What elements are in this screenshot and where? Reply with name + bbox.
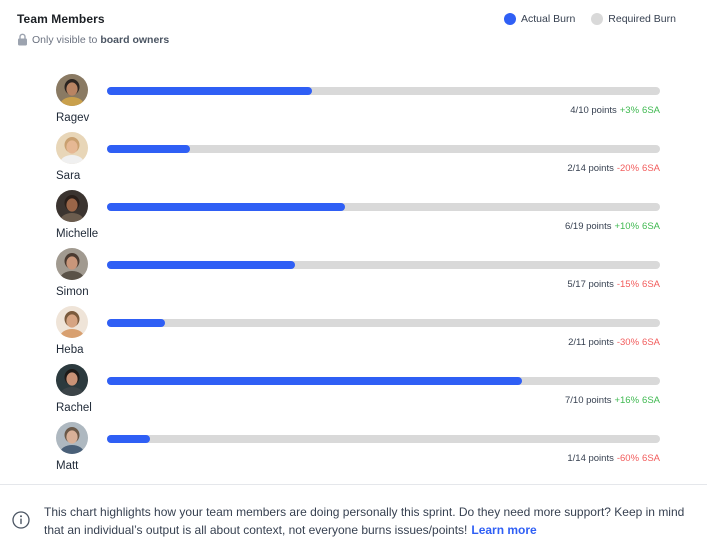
unit-label: 6SA bbox=[642, 337, 660, 348]
member-stats: 2/14 points -20% 6SA bbox=[567, 163, 660, 174]
actual-burn-bar bbox=[107, 87, 312, 95]
lock-icon bbox=[18, 33, 27, 46]
actual-burn-bar bbox=[107, 145, 190, 153]
avatar-michelle bbox=[56, 190, 88, 222]
footer-text: This chart highlights how your team memb… bbox=[44, 503, 689, 539]
unit-label: 6SA bbox=[642, 453, 660, 464]
required-burn-bar bbox=[107, 203, 660, 211]
member-row: Sara 2/14 points -20% 6SA bbox=[0, 130, 707, 188]
required-burn-bar bbox=[107, 87, 660, 95]
learn-more-link[interactable]: Learn more bbox=[471, 523, 537, 537]
info-icon bbox=[12, 511, 30, 529]
avatar-sara bbox=[56, 132, 88, 164]
legend-item-required: Required Burn bbox=[591, 13, 676, 25]
points-label: 2/14 points bbox=[567, 163, 614, 174]
unit-label: 6SA bbox=[642, 105, 660, 116]
member-row: Heba 2/11 points -30% 6SA bbox=[0, 304, 707, 362]
member-stats: 4/10 points +3% 6SA bbox=[570, 105, 660, 116]
points-label: 5/17 points bbox=[567, 279, 614, 290]
member-stats: 6/19 points +10% 6SA bbox=[565, 221, 660, 232]
actual-burn-bar bbox=[107, 261, 296, 269]
actual-burn-bar bbox=[107, 377, 522, 385]
member-row: Ragev 4/10 points +3% 6SA bbox=[0, 72, 707, 130]
actual-burn-bar bbox=[107, 435, 151, 443]
legend-label-actual: Actual Burn bbox=[521, 13, 576, 25]
member-row: Simon 5/17 points -15% 6SA bbox=[0, 246, 707, 304]
avatar-heba bbox=[56, 306, 88, 338]
points-label: 1/14 points bbox=[567, 453, 614, 464]
legend-item-actual: Actual Burn bbox=[504, 13, 575, 25]
actual-burn-bar bbox=[107, 203, 345, 211]
required-burn-bar bbox=[107, 145, 660, 153]
info-footer: This chart highlights how your team memb… bbox=[0, 485, 707, 553]
member-name: Sara bbox=[56, 170, 81, 182]
delta-label: -60% bbox=[616, 453, 640, 464]
required-burn-bar bbox=[107, 435, 660, 443]
visibility-emphasis: board owners bbox=[100, 33, 170, 46]
member-name: Simon bbox=[56, 286, 89, 298]
member-name: Rachel bbox=[56, 402, 92, 414]
legend-dot-actual bbox=[504, 13, 516, 25]
footer-message: This chart highlights how your team memb… bbox=[44, 505, 685, 537]
delta-label: -15% bbox=[616, 279, 640, 290]
delta-label: +10% bbox=[614, 221, 640, 232]
member-name: Heba bbox=[56, 344, 84, 356]
member-name: Michelle bbox=[56, 228, 99, 240]
member-stats: 2/11 points -30% 6SA bbox=[568, 337, 660, 348]
actual-burn-bar bbox=[107, 319, 166, 327]
member-stats: 5/17 points -15% 6SA bbox=[567, 279, 660, 290]
points-label: 4/10 points bbox=[570, 105, 617, 116]
delta-label: -20% bbox=[616, 163, 640, 174]
legend: Actual Burn Required Burn bbox=[488, 13, 676, 25]
visibility-note: Only visible to board owners bbox=[17, 33, 169, 46]
unit-label: 6SA bbox=[642, 279, 660, 290]
member-name: Ragev bbox=[56, 112, 90, 124]
delta-label: +16% bbox=[614, 395, 640, 406]
points-label: 6/19 points bbox=[564, 221, 612, 232]
footer-divider bbox=[0, 484, 707, 485]
member-name: Matt bbox=[56, 460, 79, 472]
member-row: Michelle 6/19 points +10% 6SA bbox=[0, 188, 707, 246]
member-stats: 7/10 points +16% 6SA bbox=[565, 395, 660, 406]
points-label: 7/10 points bbox=[564, 395, 612, 406]
card-title: Team Members bbox=[17, 12, 105, 26]
avatar-simon bbox=[56, 248, 88, 280]
required-burn-bar bbox=[107, 319, 660, 327]
legend-dot-required bbox=[591, 13, 604, 25]
avatar-rachel bbox=[56, 364, 88, 396]
delta-label: -30% bbox=[616, 337, 640, 348]
visibility-prefix: Only visible to bbox=[32, 33, 98, 46]
required-burn-bar bbox=[107, 261, 660, 269]
avatar-ragev bbox=[56, 74, 88, 106]
unit-label: 6SA bbox=[642, 163, 660, 174]
required-burn-bar bbox=[107, 377, 660, 385]
delta-label: +3% bbox=[619, 105, 640, 116]
member-stats: 1/14 points -60% 6SA bbox=[567, 453, 660, 464]
unit-label: 6SA bbox=[642, 395, 660, 406]
unit-label: 6SA bbox=[642, 221, 660, 232]
legend-label-required: Required Burn bbox=[608, 13, 676, 25]
avatar-matt bbox=[56, 422, 88, 454]
member-row: Matt 1/14 points -60% 6SA bbox=[0, 420, 707, 478]
points-label: 2/11 points bbox=[568, 337, 614, 348]
member-row: Rachel 7/10 points +16% 6SA bbox=[0, 362, 707, 420]
